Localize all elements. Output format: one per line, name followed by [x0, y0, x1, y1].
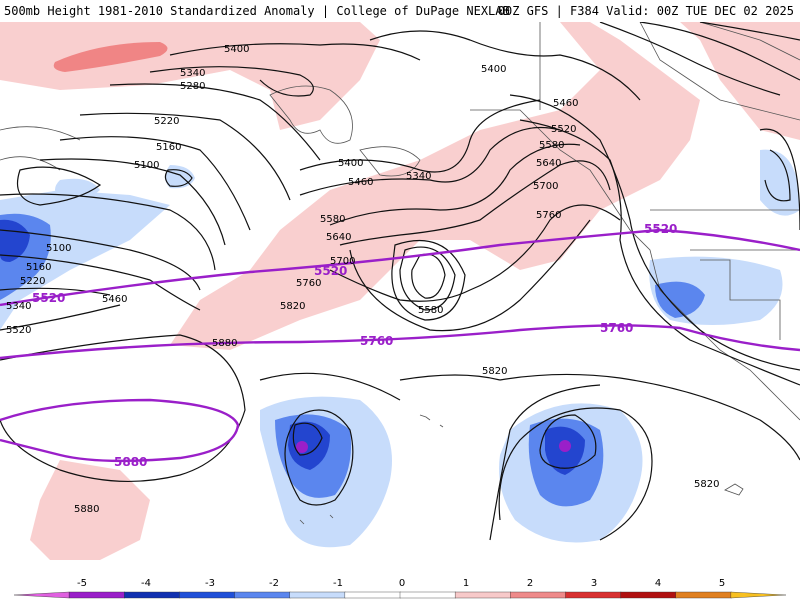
- label-5520-highlight: 5520: [644, 222, 677, 236]
- label-5820: 5820: [482, 366, 507, 377]
- colorbar-swatch: [13, 591, 70, 599]
- contour-5520: [0, 228, 800, 307]
- colorbar-tick-label: 1: [463, 578, 469, 589]
- colorbar-tick-label: -4: [141, 578, 151, 589]
- label-5220: 5220: [154, 116, 179, 127]
- colorbar-tick-label: 2: [527, 578, 533, 589]
- colorbar-tick-label: 4: [655, 578, 661, 589]
- label-5880: 5880: [74, 504, 99, 515]
- label-5700: 5700: [330, 256, 355, 267]
- label-5520: 5520: [6, 325, 31, 336]
- label-5400: 5400: [224, 44, 249, 55]
- colorbar-tick-label: 3: [591, 578, 597, 589]
- colorbar-swatch: [510, 591, 567, 599]
- strong-positive-anomaly: [53, 42, 168, 72]
- label-5460: 5460: [348, 177, 373, 188]
- colorbar-tick-label: 0: [399, 578, 405, 589]
- colorbar-swatch: [399, 591, 456, 599]
- label-5160: 5160: [156, 142, 181, 153]
- colorbar-swatch: [234, 591, 291, 599]
- label-5520-highlight: 5520: [32, 291, 65, 305]
- label-5580: 5580: [539, 140, 564, 151]
- colorbar-swatch: [730, 591, 787, 599]
- label-5160: 5160: [26, 262, 51, 273]
- contour-5760: [0, 324, 800, 360]
- label-5760: 5760: [296, 278, 321, 289]
- colorbar-swatch: [565, 591, 622, 599]
- anomaly-map: 5400 5340 5280 5220 5160 5100 5100 5160 …: [0, 22, 800, 560]
- label-5880: 5880: [212, 338, 237, 349]
- map-title: 500mb Height 1981-2010 Standardized Anom…: [4, 4, 510, 18]
- label-5100: 5100: [46, 243, 71, 254]
- colorbar-swatch: [454, 591, 511, 599]
- colorbar-swatch: [124, 591, 181, 599]
- colorbar-tick-label: -5: [77, 578, 87, 589]
- label-5640: 5640: [326, 232, 351, 243]
- colorbar-swatch: [344, 591, 401, 599]
- highlight-labels: 5520 5520 5520 5760 5760 5880: [32, 222, 677, 469]
- contour-5880: [0, 398, 240, 463]
- colorbar-swatch: [68, 591, 125, 599]
- color-scale-bar: -5 -4 -3 -2 -1 0 1 2 3 4 5: [13, 578, 787, 599]
- height-contours: [0, 22, 800, 541]
- colorbar-tick-labels: -5 -4 -3 -2 -1 0 1 2 3 4 5: [77, 578, 725, 589]
- coastlines: [0, 22, 800, 525]
- colorbar-swatches: [13, 591, 787, 599]
- label-5520-highlight: 5520: [314, 264, 347, 278]
- colorbar-tick-label: -1: [333, 578, 343, 589]
- label-5580: 5580: [320, 214, 345, 225]
- label-5400: 5400: [481, 64, 506, 75]
- label-5520: 5520: [551, 124, 576, 135]
- label-5760-highlight: 5760: [360, 334, 393, 348]
- model-run-info: 00Z GFS | F384 Valid: 00Z TUE DEC 02 202…: [497, 4, 794, 18]
- colorbar-swatch: [620, 591, 677, 599]
- label-5760-highlight: 5760: [600, 321, 633, 335]
- highlight-contours: [0, 228, 800, 463]
- label-5820: 5820: [694, 479, 719, 490]
- label-5640: 5640: [536, 158, 561, 169]
- label-5760: 5760: [536, 210, 561, 221]
- label-5340: 5340: [406, 171, 431, 182]
- label-5880-highlight: 5880: [114, 455, 147, 469]
- label-5280: 5280: [180, 81, 205, 92]
- colorbar-tick-label: -3: [205, 578, 215, 589]
- label-5580: 5580: [418, 305, 443, 316]
- label-5340: 5340: [180, 68, 205, 79]
- height-labels: 5400 5340 5280 5220 5160 5100 5100 5160 …: [6, 44, 719, 515]
- colorbar-swatch: [179, 591, 236, 599]
- label-5400: 5400: [338, 158, 363, 169]
- label-5460: 5460: [553, 98, 578, 109]
- colorbar-tick-label: 5: [719, 578, 725, 589]
- label-5100: 5100: [134, 160, 159, 171]
- label-5220: 5220: [20, 276, 45, 287]
- colorbar-tick-label: -2: [269, 578, 279, 589]
- colorbar-swatch: [289, 591, 346, 599]
- label-5460: 5460: [102, 294, 127, 305]
- colorbar-swatch: [675, 591, 732, 599]
- label-5820: 5820: [280, 301, 305, 312]
- label-5700: 5700: [533, 181, 558, 192]
- label-5340: 5340: [6, 301, 31, 312]
